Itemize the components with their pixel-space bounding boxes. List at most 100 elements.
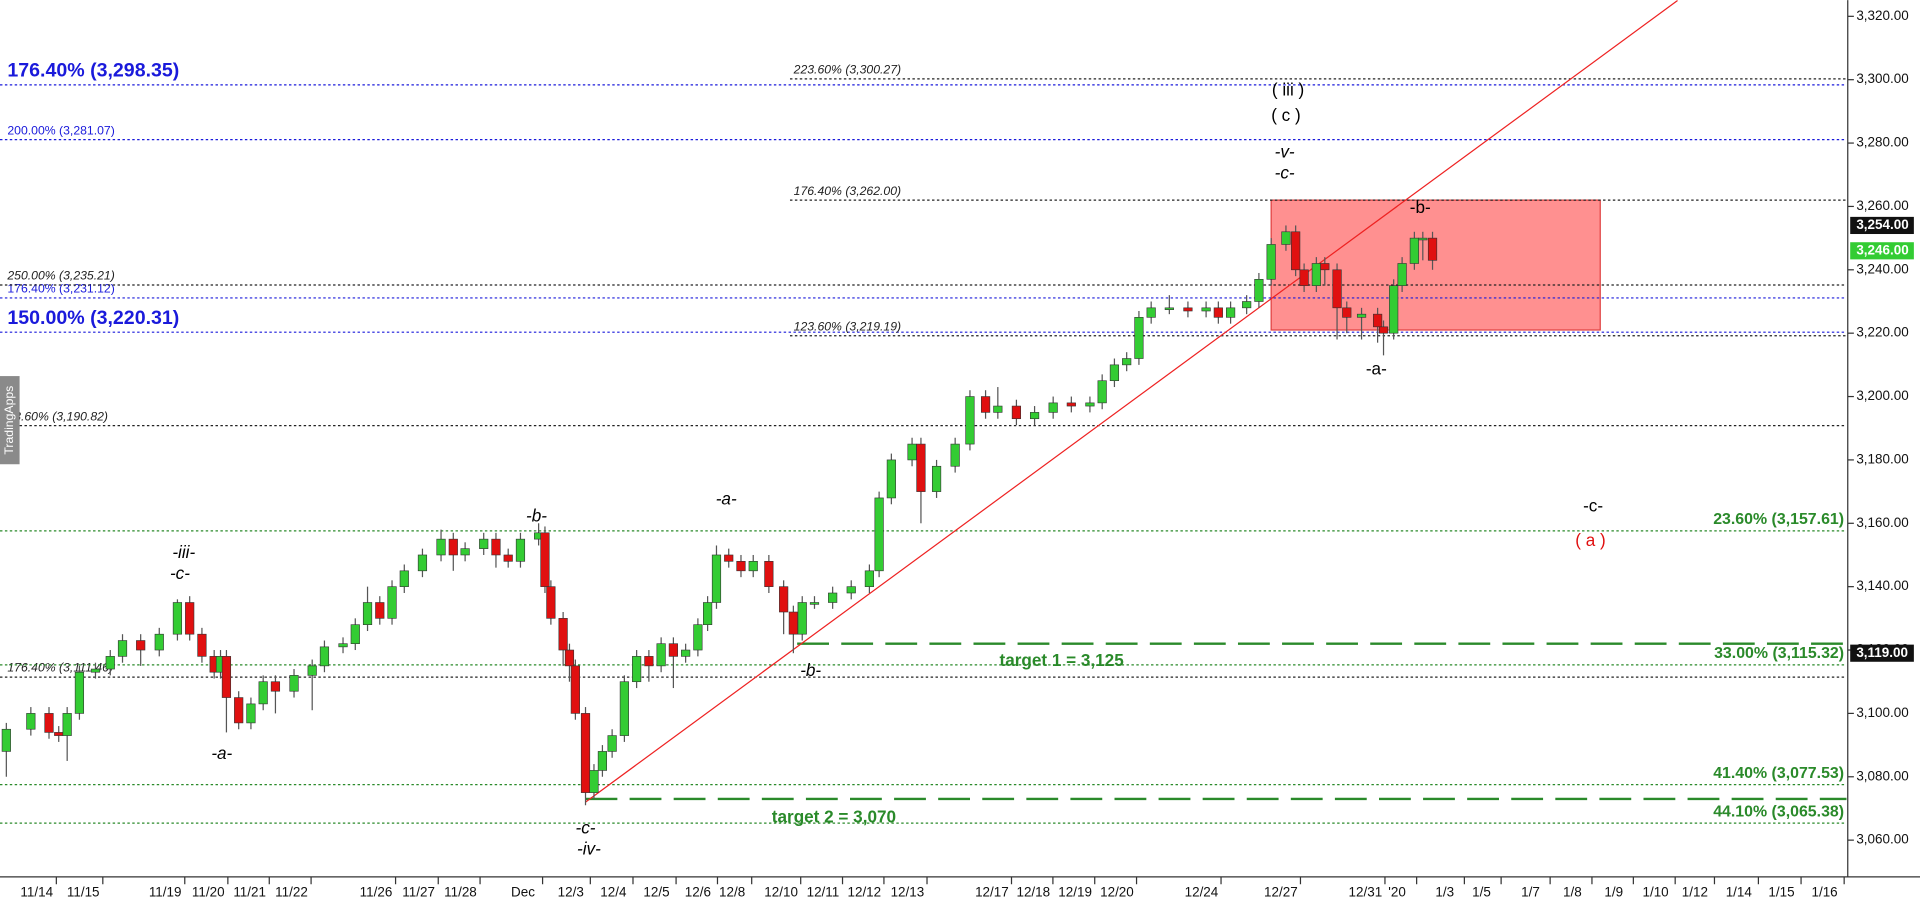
x-tick-label: 1/10 xyxy=(1642,884,1668,899)
candle-body xyxy=(580,713,591,793)
candle-body xyxy=(846,586,856,594)
candle-body xyxy=(980,396,991,413)
wave-label: -v- xyxy=(1275,142,1295,162)
candle-body xyxy=(436,538,446,556)
wave-label: -a- xyxy=(211,743,232,763)
candle-body xyxy=(950,443,960,467)
candle-body xyxy=(197,633,207,657)
candle-body xyxy=(809,602,820,605)
candle-body xyxy=(54,732,64,736)
candle-body xyxy=(1146,307,1156,318)
fib-label: 41.40% (3,077.53) xyxy=(1713,765,1844,782)
fib-label: 33.00% (3,115.32) xyxy=(1714,645,1844,662)
x-tick-label: 1/7 xyxy=(1521,884,1540,899)
wave-label: target 2 = 3,070 xyxy=(772,806,896,826)
candle-body xyxy=(1291,231,1301,271)
candle-body xyxy=(668,643,678,657)
candle-body xyxy=(307,665,317,676)
candle-body xyxy=(931,465,942,492)
candle-body xyxy=(1311,263,1321,286)
candle-body xyxy=(1029,412,1040,420)
candle-body xyxy=(1373,313,1383,328)
candle-body xyxy=(1226,307,1236,318)
candle-body xyxy=(874,497,884,572)
x-tick-label: 12/31 xyxy=(1349,884,1383,899)
x-tick-label: 12/12 xyxy=(847,884,881,899)
candle-body xyxy=(597,751,608,771)
candle-body xyxy=(1281,231,1291,245)
price-tag xyxy=(1850,216,1914,235)
candle-body xyxy=(221,656,232,698)
candle-body xyxy=(1342,307,1352,318)
candle-body xyxy=(703,602,713,625)
candle-body xyxy=(797,602,807,635)
x-tick-label: 12/18 xyxy=(1016,884,1050,899)
price-tag-label: 3,254.00 xyxy=(1856,217,1908,232)
candle-body xyxy=(1134,317,1144,359)
x-tick-label: 1/15 xyxy=(1768,884,1794,899)
candle-body xyxy=(1201,307,1211,312)
candle-body xyxy=(916,443,926,492)
wave-label: ( a ) xyxy=(1575,530,1605,550)
x-tick-label: 12/13 xyxy=(891,884,925,899)
candle-body xyxy=(1266,244,1276,280)
fib-label: 250.00% (3,235.21) xyxy=(6,269,114,283)
candle-body xyxy=(564,649,575,667)
x-tick-label: 1/5 xyxy=(1472,884,1491,899)
candle-body xyxy=(864,570,874,587)
x-tick-label: 12/17 xyxy=(975,884,1009,899)
fib-label: 23.60% (3,190.82) xyxy=(6,409,108,423)
x-tick-label: 12/11 xyxy=(807,884,840,899)
candle-body xyxy=(711,554,722,603)
candle-body xyxy=(993,405,1003,413)
candle-body xyxy=(1427,237,1438,261)
candle-body xyxy=(1242,301,1252,309)
candle-body xyxy=(1011,405,1022,420)
y-tick-label: 3,060.00 xyxy=(1856,832,1908,847)
x-tick-label: 12/27 xyxy=(1264,884,1298,899)
candle-body xyxy=(681,649,691,657)
y-tick-label: 3,280.00 xyxy=(1856,135,1908,150)
wave-label: -c- xyxy=(1583,496,1603,516)
fib-label: 223.60% (3,300.27) xyxy=(793,63,901,77)
candle-body xyxy=(258,681,268,705)
candle-body xyxy=(1397,263,1407,286)
price-tag-label: 3,119.00 xyxy=(1856,645,1908,660)
candle-body xyxy=(1418,237,1428,241)
wave-label: -iv- xyxy=(577,838,601,858)
candle-body xyxy=(1048,402,1058,413)
x-tick-label: 12/3 xyxy=(558,884,584,899)
candle-body xyxy=(26,713,36,730)
candle-body xyxy=(1356,313,1367,318)
fib-label: 44.10% (3,065.38) xyxy=(1713,803,1844,820)
watermark: TradingApps xyxy=(2,386,16,455)
fib-label: 176.40% (3,231.12) xyxy=(7,282,114,296)
candle-body xyxy=(44,713,54,733)
candle-body xyxy=(1299,269,1309,286)
candle-body xyxy=(503,554,513,562)
candle-body xyxy=(1164,307,1174,310)
candle-body xyxy=(387,586,397,619)
x-tick-label: 11/14 xyxy=(20,884,53,899)
candle-body xyxy=(1183,307,1193,312)
wave-label: -c- xyxy=(576,818,596,838)
x-tick-label: 12/20 xyxy=(1100,884,1134,899)
x-tick-label: 11/22 xyxy=(275,884,308,899)
wave-label: target 1 = 3,125 xyxy=(1000,650,1125,670)
candle-body xyxy=(90,668,101,673)
x-tick-label: 11/20 xyxy=(192,884,225,899)
candle-body xyxy=(886,459,896,499)
fib-label: 176.40% (3,262.00) xyxy=(794,184,901,198)
y-tick-label: 3,180.00 xyxy=(1856,451,1908,466)
axes: 3,060.003,080.003,100.003,120.003,140.00… xyxy=(20,8,1914,899)
x-tick-label: 11/26 xyxy=(360,884,393,899)
candle-body xyxy=(172,602,183,635)
y-tick-label: 3,220.00 xyxy=(1856,325,1908,340)
candle-body xyxy=(1,728,11,752)
candle-body xyxy=(724,554,734,562)
x-tick-label: 12/6 xyxy=(685,884,711,899)
wave-label: -c- xyxy=(170,563,190,583)
